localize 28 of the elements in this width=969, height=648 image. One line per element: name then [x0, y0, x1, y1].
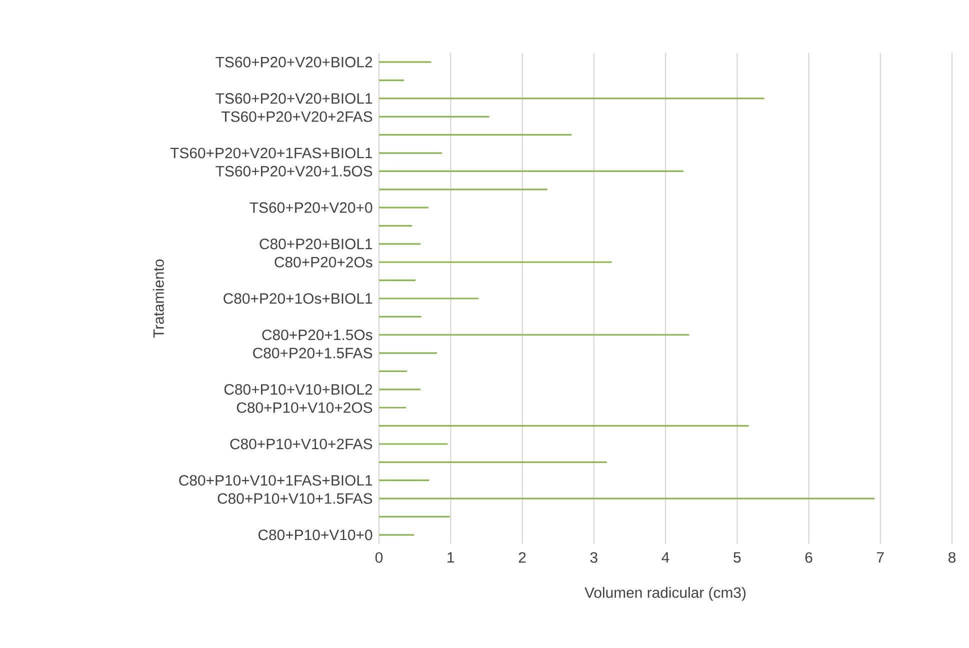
x-axis-title: Volumen radicular (cm3) — [584, 586, 746, 601]
x-tick-label: 0 — [375, 552, 383, 563]
x-tick-label: 4 — [662, 552, 670, 562]
y-tick-label: C80+P20+1.5Os — [262, 330, 372, 340]
y-tick-label: TS60+P20+V20+2FAS — [222, 111, 372, 122]
y-tick-label: TS60+P20+V20+BIOL2 — [216, 56, 372, 68]
y-tick-label: C80+P20+2Os — [274, 256, 372, 268]
x-tick-label: 8 — [948, 552, 956, 563]
y-tick-label: TS60+P20+V20+0 — [250, 202, 372, 213]
y-tick-label: C80+P20+BIOL1 — [260, 238, 372, 250]
x-tick-label: 1 — [448, 552, 454, 562]
y-tick-label: TS60+P20+V20+BIOL1 — [216, 93, 372, 104]
x-tick-label: 3 — [590, 552, 598, 563]
y-tick-label: C80+P10+V10+BIOL2 — [224, 384, 372, 395]
y-tick-label: C80+P10+V10+1.5FAS — [218, 493, 372, 504]
x-tick-label: 7 — [876, 552, 884, 562]
y-tick-label: C80+P20+1.5FAS — [253, 348, 372, 358]
y-axis-title: Tratamiento — [152, 260, 164, 338]
x-tick-label: 6 — [805, 552, 812, 563]
x-tick-label: 2 — [518, 552, 526, 563]
y-tick-label: C80+P10+V10+2FAS — [230, 438, 372, 450]
y-tick-label: TS60+P20+V20+1.5OS — [216, 166, 372, 176]
y-tick-label: C80+P20+1Os+BIOL1 — [224, 293, 372, 304]
y-tick-label: C80+P10+V10+0 — [258, 530, 372, 540]
x-tick-label: 5 — [734, 552, 741, 563]
y-tick-label: C80+P10+V10+2OS — [236, 402, 372, 413]
y-tick-label: TS60+P20+V20+1FAS+BIOL1 — [170, 148, 372, 158]
y-tick-label: C80+P10+V10+1FAS+BIOL1 — [179, 475, 372, 486]
